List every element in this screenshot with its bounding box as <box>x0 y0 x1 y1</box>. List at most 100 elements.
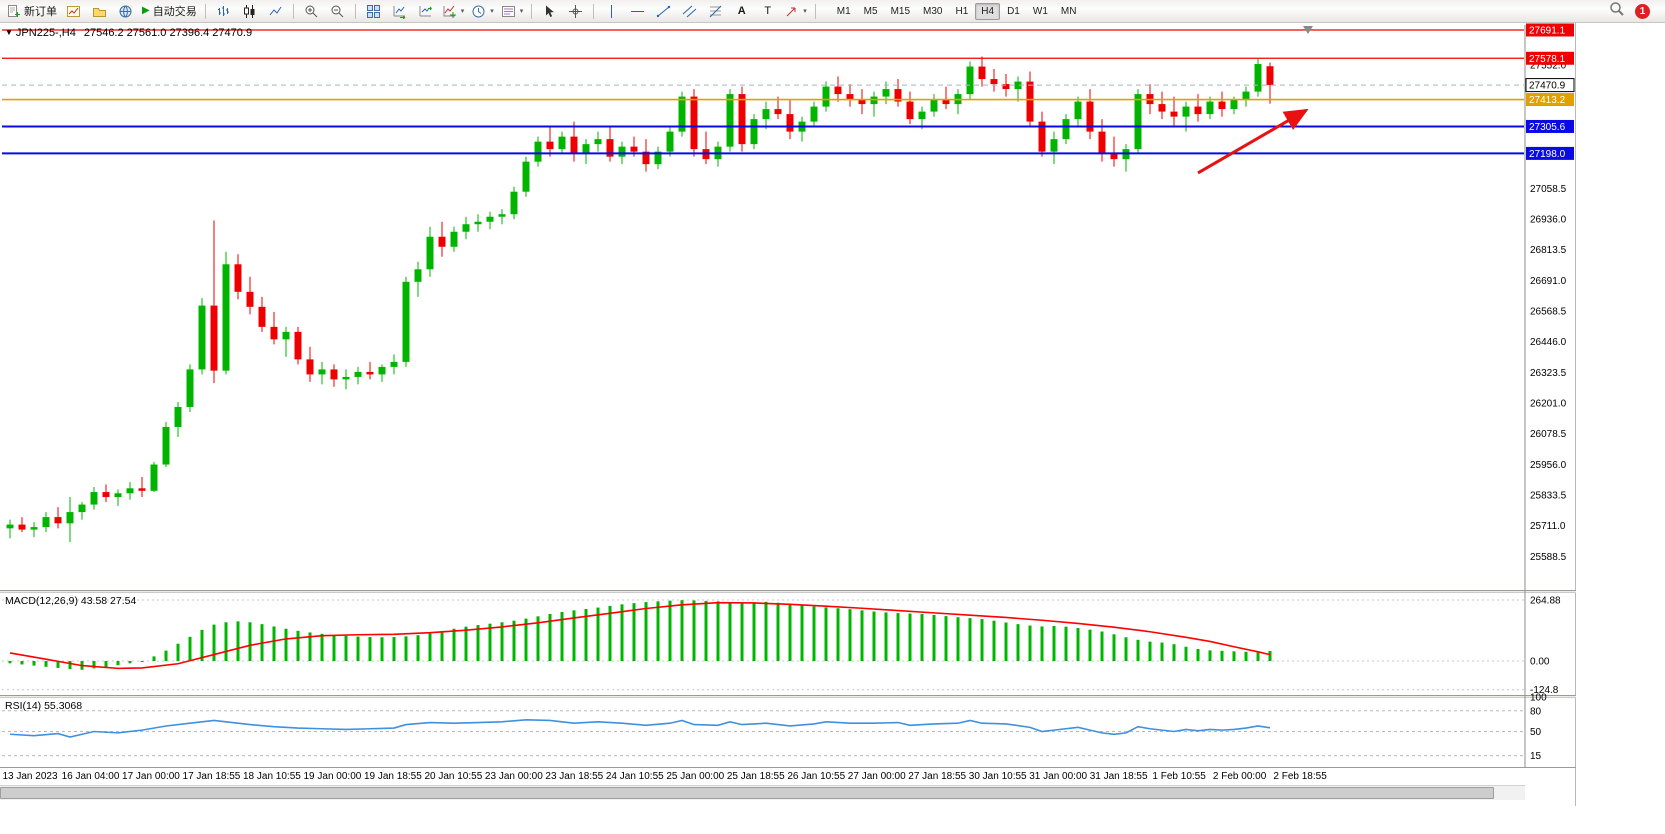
auto-scroll-button[interactable] <box>387 2 412 21</box>
chart-ohlc-values: 27546.2 27561.0 27396.4 27470.9 <box>83 27 253 39</box>
price-badge: 27691.1 <box>1526 23 1574 37</box>
chart-svg[interactable]: 27552.0 27058.5 26936.0 26813.5 26691.0 26568… <box>0 23 1576 783</box>
channel-icon <box>682 4 697 19</box>
arrows-button[interactable]: ▾ <box>781 2 810 21</box>
chart-shift-marker[interactable] <box>1303 26 1313 34</box>
scrollbar-thumb[interactable] <box>0 787 1494 799</box>
svg-text:19 Jan 18:55: 19 Jan 18:55 <box>364 771 422 782</box>
time-axis: 13 Jan 2023 16 Jan 04:00 17 Jan 00:00 17 Ja… <box>2 771 1327 782</box>
crosshair-icon <box>568 4 583 19</box>
timeframe-m1[interactable]: M1 <box>836 5 851 17</box>
svg-text:2 Feb 18:55: 2 Feb 18:55 <box>1273 771 1327 782</box>
new-order-button[interactable]: 新订单 <box>3 2 60 21</box>
svg-text:17 Jan 00:00: 17 Jan 00:00 <box>122 771 180 782</box>
refresh-button[interactable] <box>113 2 138 21</box>
text-button[interactable]: A <box>729 2 754 21</box>
dropdown-caret-icon: ▾ <box>490 8 494 15</box>
chart-title: ▼ JPN225-,H4 27546.2 27561.0 27396.4 27470… <box>5 27 252 39</box>
label-icon: T <box>764 4 772 17</box>
svg-text:17 Jan 18:55: 17 Jan 18:55 <box>183 771 241 782</box>
timeframe-d1[interactable]: D1 <box>1007 5 1020 17</box>
timeframe-h4[interactable]: H4 <box>975 2 1001 20</box>
zoom-in-icon <box>304 4 319 19</box>
templates-button[interactable]: ▾ <box>498 2 527 21</box>
vertical-line-icon <box>604 4 619 19</box>
cursor-icon <box>542 4 557 19</box>
profiles-button[interactable] <box>87 2 112 21</box>
toolbar-separator <box>593 3 595 19</box>
clock-icon <box>471 4 486 19</box>
periods-button[interactable]: ▾ <box>468 2 497 21</box>
indicators-button[interactable]: ▾ <box>439 2 468 21</box>
zoom-in-button[interactable] <box>299 2 324 21</box>
toolbar-separator <box>814 3 816 19</box>
svg-text:25588.5: 25588.5 <box>1530 552 1567 563</box>
autotrading-label: 自动交易 <box>152 6 197 18</box>
arrow-shapes-icon <box>784 4 799 19</box>
svg-text:264.88: 264.88 <box>1530 595 1561 606</box>
price-axis: 27552.0 27058.5 26936.0 26813.5 26691.0 26568… <box>1530 60 1567 762</box>
autotrading-button[interactable]: ▶ 自动交易 <box>139 2 200 21</box>
globe-icon <box>118 4 133 19</box>
candles-layer <box>6 56 1274 543</box>
channel-button[interactable] <box>677 2 702 21</box>
zoom-out-icon <box>330 4 345 19</box>
vertical-line-button[interactable] <box>599 2 624 21</box>
toolbar-right: 1 <box>1609 1 1662 22</box>
horizontal-scrollbar[interactable] <box>0 785 1525 800</box>
templates-icon <box>501 4 516 19</box>
candlestick-chart-button[interactable] <box>237 2 262 21</box>
svg-text:50: 50 <box>1530 727 1542 738</box>
timeframe-m30[interactable]: M30 <box>923 5 943 17</box>
tile-windows-icon <box>366 4 381 19</box>
line-chart-icon <box>268 4 283 19</box>
toolbar-separator <box>204 3 206 19</box>
svg-text:16 Jan 04:00: 16 Jan 04:00 <box>62 771 120 782</box>
macd-layer <box>2 599 1524 691</box>
label-button[interactable]: T <box>755 2 780 21</box>
svg-text:25833.5: 25833.5 <box>1530 490 1567 501</box>
dropdown-caret-icon: ▾ <box>460 8 465 15</box>
cursor-button[interactable] <box>537 2 562 21</box>
chart-window: 27552.0 27058.5 26936.0 26813.5 26691.0 26568… <box>0 23 1576 806</box>
new-chart-button[interactable] <box>61 2 86 21</box>
svg-text:27691.1: 27691.1 <box>1529 25 1566 36</box>
tile-windows-button[interactable] <box>361 2 386 21</box>
horizontal-line-button[interactable] <box>625 2 650 21</box>
timeframe-m15[interactable]: M15 <box>890 5 911 17</box>
fibonacci-button[interactable] <box>703 2 728 21</box>
line-chart-button[interactable] <box>263 2 288 21</box>
price-badge: 27305.6 <box>1526 119 1574 133</box>
search-icon[interactable] <box>1609 1 1625 22</box>
toolbar: 新订单 ▶ 自动交易 ▾ ▾ ▾ A T ▾ M1 <box>0 0 1665 23</box>
new-chart-icon <box>66 4 81 19</box>
trendline-button[interactable] <box>651 2 676 21</box>
trend-arrow[interactable] <box>1197 108 1309 175</box>
timeframe-h1[interactable]: H1 <box>955 5 969 17</box>
price-badge: 27470.9 <box>1525 78 1575 93</box>
svg-text:18 Jan 10:55: 18 Jan 10:55 <box>243 771 301 782</box>
timeframe-w1[interactable]: W1 <box>1032 5 1048 17</box>
chart-shift-icon <box>418 4 433 19</box>
dropdown-caret-icon: ▾ <box>519 8 524 15</box>
svg-text:26323.5: 26323.5 <box>1530 368 1567 379</box>
level-lines-layer[interactable] <box>2 29 1524 155</box>
zoom-out-button[interactable] <box>325 2 350 21</box>
notification-badge[interactable]: 1 <box>1635 3 1650 19</box>
svg-text:0.00: 0.00 <box>1530 657 1550 668</box>
text-icon: A <box>737 4 746 17</box>
new-order-icon <box>6 4 21 19</box>
svg-text:26446.0: 26446.0 <box>1530 337 1567 348</box>
svg-text:20 Jan 10:55: 20 Jan 10:55 <box>424 771 482 782</box>
horizontal-line-icon <box>630 4 645 19</box>
price-badge: 27198.0 <box>1526 146 1574 160</box>
price-badge: 27578.1 <box>1526 51 1574 65</box>
timeframe-m5[interactable]: M5 <box>863 5 878 17</box>
indicators-icon <box>442 4 457 19</box>
timeframe-mn[interactable]: MN <box>1060 5 1077 17</box>
bars-chart-button[interactable] <box>211 2 236 21</box>
chart-collapse-icon[interactable]: ▼ <box>5 28 13 37</box>
chart-shift-button[interactable] <box>413 2 438 21</box>
crosshair-button[interactable] <box>563 2 588 21</box>
svg-text:19 Jan 00:00: 19 Jan 00:00 <box>303 771 361 782</box>
